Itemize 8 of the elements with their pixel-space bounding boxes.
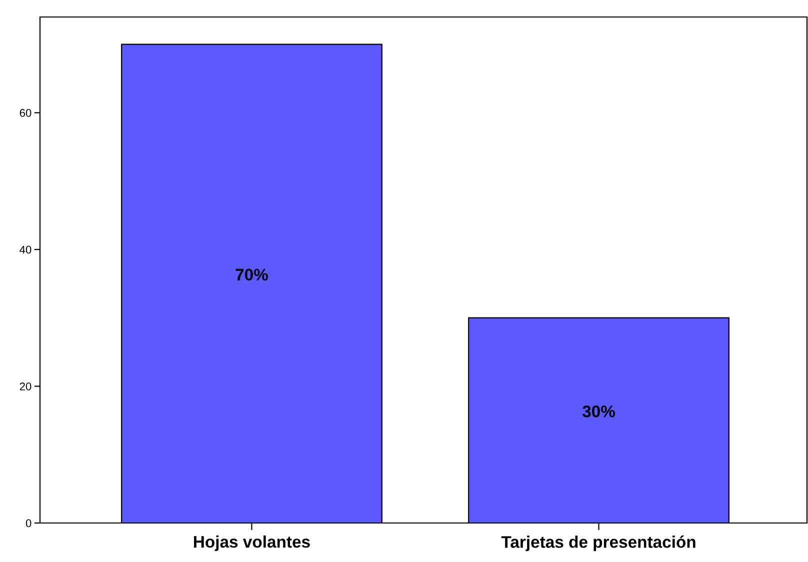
y-tick-label: 40 — [20, 246, 32, 254]
x-tick-label: Tarjetas de presentación — [501, 536, 696, 552]
y-tick-label: 0 — [26, 519, 32, 528]
data-label: 70% — [236, 268, 268, 281]
x-tick-label: Hojas volantes — [194, 536, 310, 552]
y-tick-label: 60 — [20, 108, 32, 117]
data-label: 30% — [582, 406, 616, 418]
y-tick-label: 20 — [20, 382, 32, 390]
